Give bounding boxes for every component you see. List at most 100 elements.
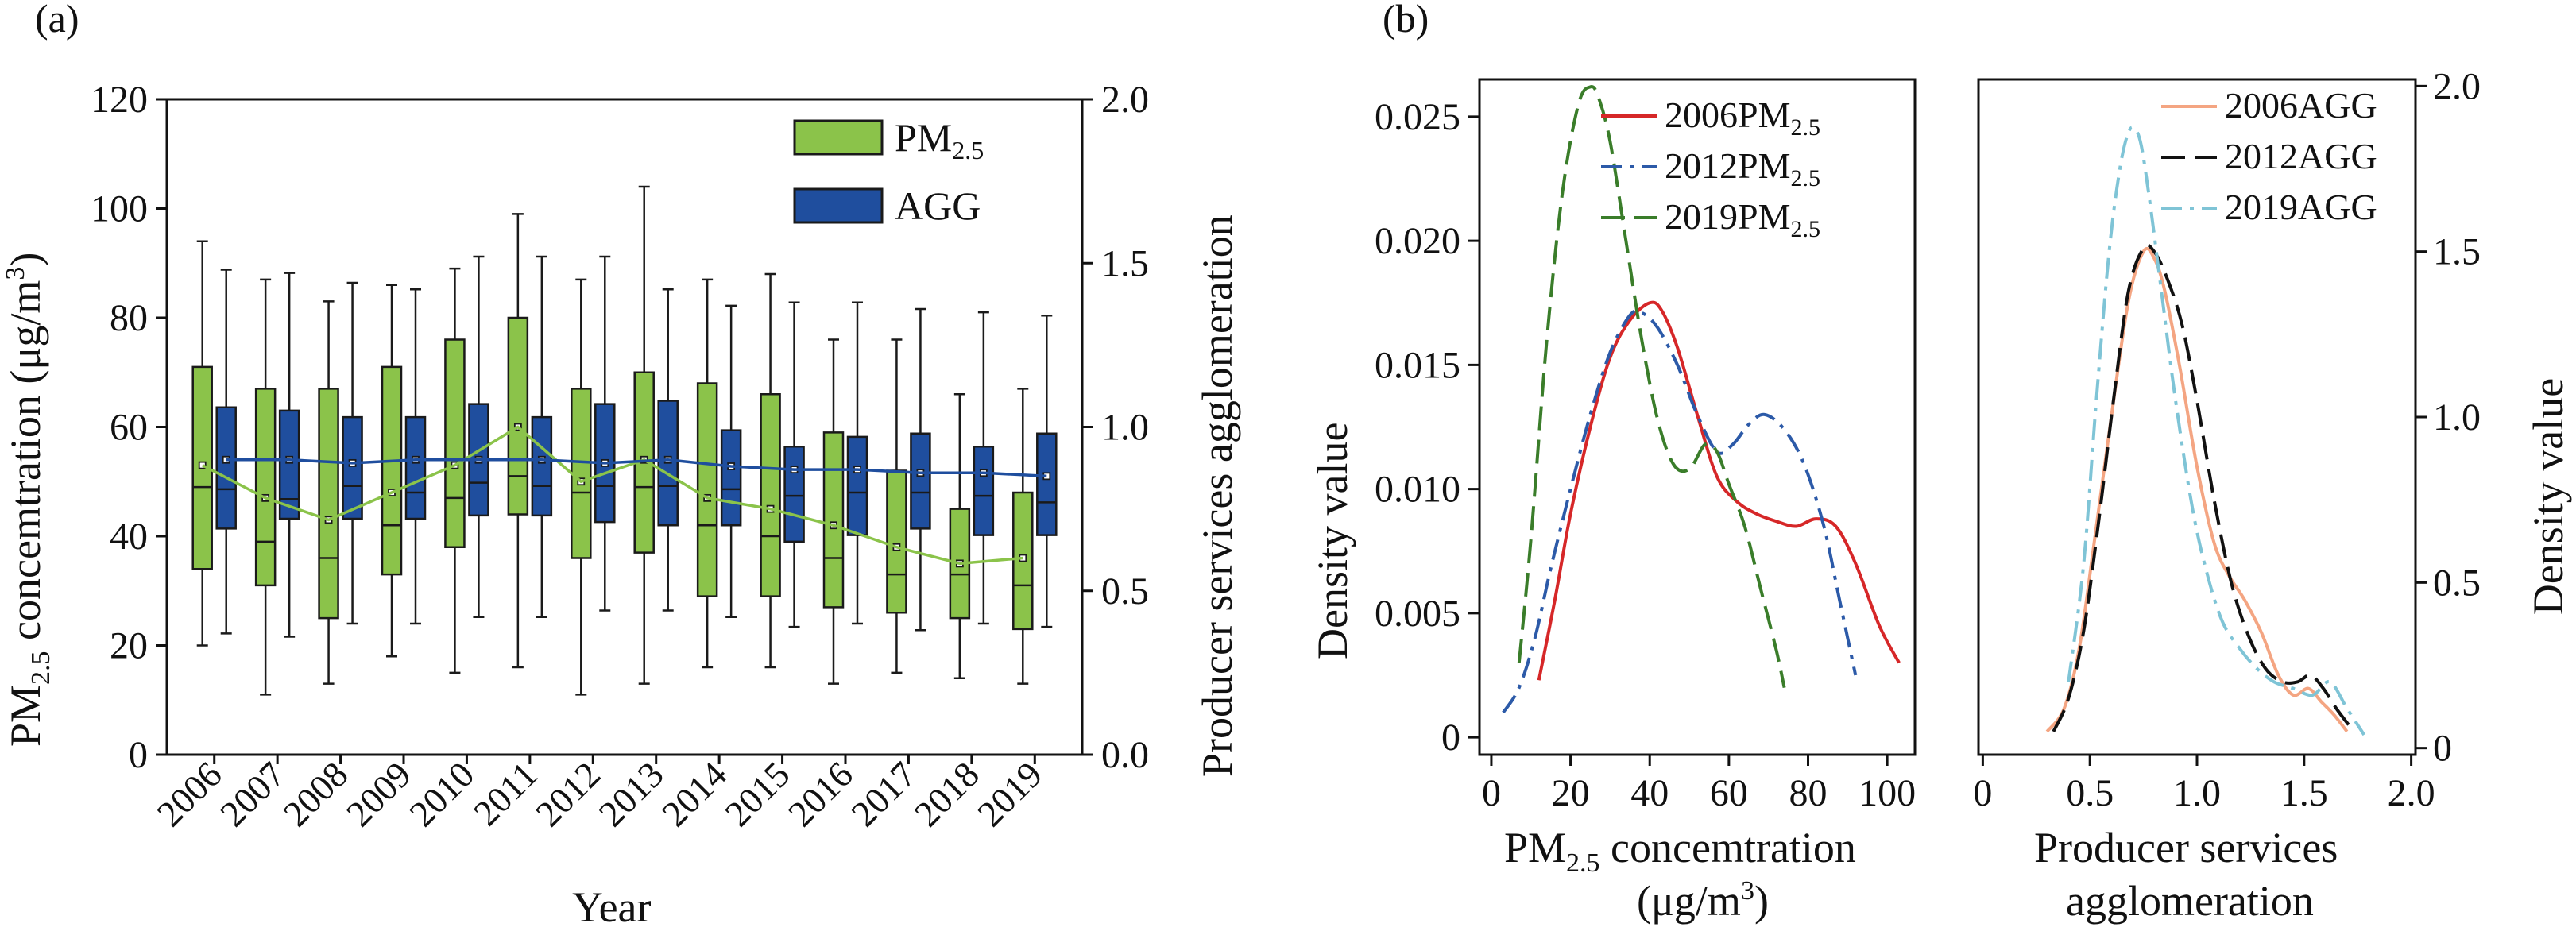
box-iqr-agg-2015 [783, 446, 805, 543]
year-axis-ticks: 2006200720082009201020112012201320142015… [149, 754, 1050, 834]
box-pm25-2016 [822, 338, 845, 685]
box-agg-2017 [910, 307, 931, 632]
box-agg-2012 [594, 255, 616, 612]
b2-xtick-label-0: 0 [1973, 772, 1992, 814]
mean-line-agg [226, 458, 1047, 478]
b1-xtick-label-60: 60 [1710, 772, 1748, 814]
left-axis-ticks: 0 20 40 60 80 100 120 [91, 79, 167, 776]
b1-xtick-label-20: 20 [1552, 772, 1590, 814]
year-label-2017: 2017 [843, 754, 923, 834]
box-agg-2013 [657, 288, 679, 612]
b1-ytick-label-0: 0 [1441, 717, 1460, 759]
right-axis-ticks: 0.0 0.5 1.0 1.5 2.0 [1082, 79, 1149, 776]
boxplot-panel: 0 20 40 60 80 100 120 0.0 0.5 1.0 1.5 2.0 20062007… [1, 79, 1241, 931]
left-axis-title: PM2.5 concemtration (μg/m3) [1, 253, 56, 747]
box-pm25-2017 [886, 338, 907, 674]
boxplot-boxes [191, 185, 1058, 696]
density-curve-2012PM2.5 [1502, 309, 1858, 714]
box-pm25-2019 [1012, 388, 1034, 685]
box-iqr-pm25-2009 [381, 365, 403, 576]
legend-swatch-pm25 [793, 119, 884, 156]
left-tick-label-80: 80 [110, 297, 148, 339]
b2-ytick-label-0.5: 0.5 [2433, 562, 2481, 604]
box-agg-2014 [720, 304, 742, 618]
density-panel-agg: 0 0.5 1.0 1.5 2.0 0 0.5 1.0 1.5 2.0 2006AGG 2012A… [1973, 65, 2572, 925]
year-label-2018: 2018 [907, 754, 987, 834]
legend-label-2019PM2.5: 2019PM2.5 [1665, 196, 1820, 242]
density-xticks-pm25: 0 20 40 60 80 100 [1482, 755, 1916, 814]
box-iqr-agg-2017 [910, 432, 931, 530]
b1-xtick-label-40: 40 [1630, 772, 1669, 814]
b2-ytick-label-1.5: 1.5 [2433, 231, 2481, 273]
year-label-2014: 2014 [654, 754, 734, 834]
b1-xtick-label-100: 100 [1859, 772, 1916, 814]
box-iqr-pm25-2007 [254, 388, 277, 587]
left-tick-label-60: 60 [110, 407, 148, 449]
b1-ytick-label-0.015: 0.015 [1375, 344, 1460, 386]
box-pm25-2006 [191, 240, 213, 647]
box-iqr-agg-2007 [278, 409, 300, 520]
density-frame-pm25 [1478, 78, 1917, 756]
box-agg-2018 [973, 311, 995, 625]
box-iqr-agg-2011 [531, 415, 553, 517]
density-curve-2019AGG [2067, 126, 2365, 736]
b1-ytick-label-0.020: 0.020 [1375, 220, 1460, 262]
box-iqr-pm25-2016 [822, 431, 845, 609]
box-pm25-2011 [507, 213, 529, 669]
density-curves-agg [2045, 126, 2365, 736]
year-label-2019: 2019 [969, 754, 1050, 834]
density-curves-pm25 [1502, 84, 1901, 714]
box-iqr-agg-2014 [720, 429, 742, 527]
box-agg-2016 [846, 301, 868, 625]
legend-label-pm25: PM2.5 [895, 115, 984, 164]
left-tick-label-120: 120 [91, 79, 148, 121]
box-pm25-2013 [633, 185, 655, 685]
box-pm25-2015 [760, 272, 781, 669]
box-pm25-2008 [318, 300, 339, 685]
box-iqr-agg-2006 [215, 406, 237, 530]
year-label-2011: 2011 [466, 754, 545, 833]
density-xticks-agg: 0 0.5 1.0 1.5 2.0 [1973, 755, 2435, 814]
b1-ytick-label-0.010: 0.010 [1375, 469, 1460, 511]
year-label-2007: 2007 [212, 754, 292, 834]
year-label-2015: 2015 [717, 754, 798, 834]
year-label-2009: 2009 [338, 754, 419, 834]
box-agg-2015 [783, 301, 805, 628]
box-pm25-2012 [571, 278, 592, 696]
density-yticks-pm25: 0 0.005 0.010 0.015 0.020 0.025 [1375, 96, 1479, 759]
b1-xtick-label-80: 80 [1789, 772, 1827, 814]
left-tick-label-20: 20 [110, 625, 148, 667]
density-xlabel-pm25-line2: (μg/m3) [1637, 876, 1769, 925]
box-iqr-pm25-2014 [696, 382, 718, 597]
density-frame-agg [1977, 78, 2417, 756]
density-legend-agg: 2006AGG 2012AGG 2019AGG [2161, 85, 2377, 227]
legend-label-2006PM2.5: 2006PM2.5 [1665, 95, 1820, 141]
b2-ytick-label-2.0: 2.0 [2433, 65, 2481, 107]
box-iqr-agg-2009 [404, 415, 427, 520]
box-iqr-pm25-2015 [760, 393, 781, 597]
right-tick-label-2.0: 2.0 [1101, 79, 1149, 121]
year-label-2012: 2012 [528, 754, 608, 834]
legend-label-agg: AGG [895, 184, 981, 228]
left-tick-label-40: 40 [110, 516, 148, 558]
right-tick-label-1.5: 1.5 [1101, 242, 1149, 284]
box-iqr-pm25-2010 [444, 338, 466, 548]
density-curve-2019PM2.5 [1517, 84, 1786, 689]
box-agg-2009 [404, 288, 427, 625]
box-agg-2007 [278, 272, 300, 638]
year-label-2016: 2016 [780, 754, 861, 834]
legend-label-2006AGG: 2006AGG [2225, 85, 2377, 126]
density-ylabel-left: Density value [1309, 423, 1356, 659]
b2-xtick-label-1.0: 1.0 [2173, 772, 2221, 814]
b2-xtick-label-1.5: 1.5 [2280, 772, 2328, 814]
density-curve-2012AGG [2052, 243, 2353, 732]
box-pm25-2010 [444, 267, 466, 674]
density-xlabel-pm25-line1: PM2.5 concemtration [1504, 824, 1856, 878]
year-label-2010: 2010 [401, 754, 482, 834]
boxplot-legend: PM2.5 AGG [793, 115, 984, 228]
year-label-2013: 2013 [591, 754, 671, 834]
box-iqr-pm25-2008 [318, 388, 339, 620]
left-tick-label-100: 100 [91, 188, 148, 230]
right-tick-label-0.5: 0.5 [1101, 570, 1149, 612]
